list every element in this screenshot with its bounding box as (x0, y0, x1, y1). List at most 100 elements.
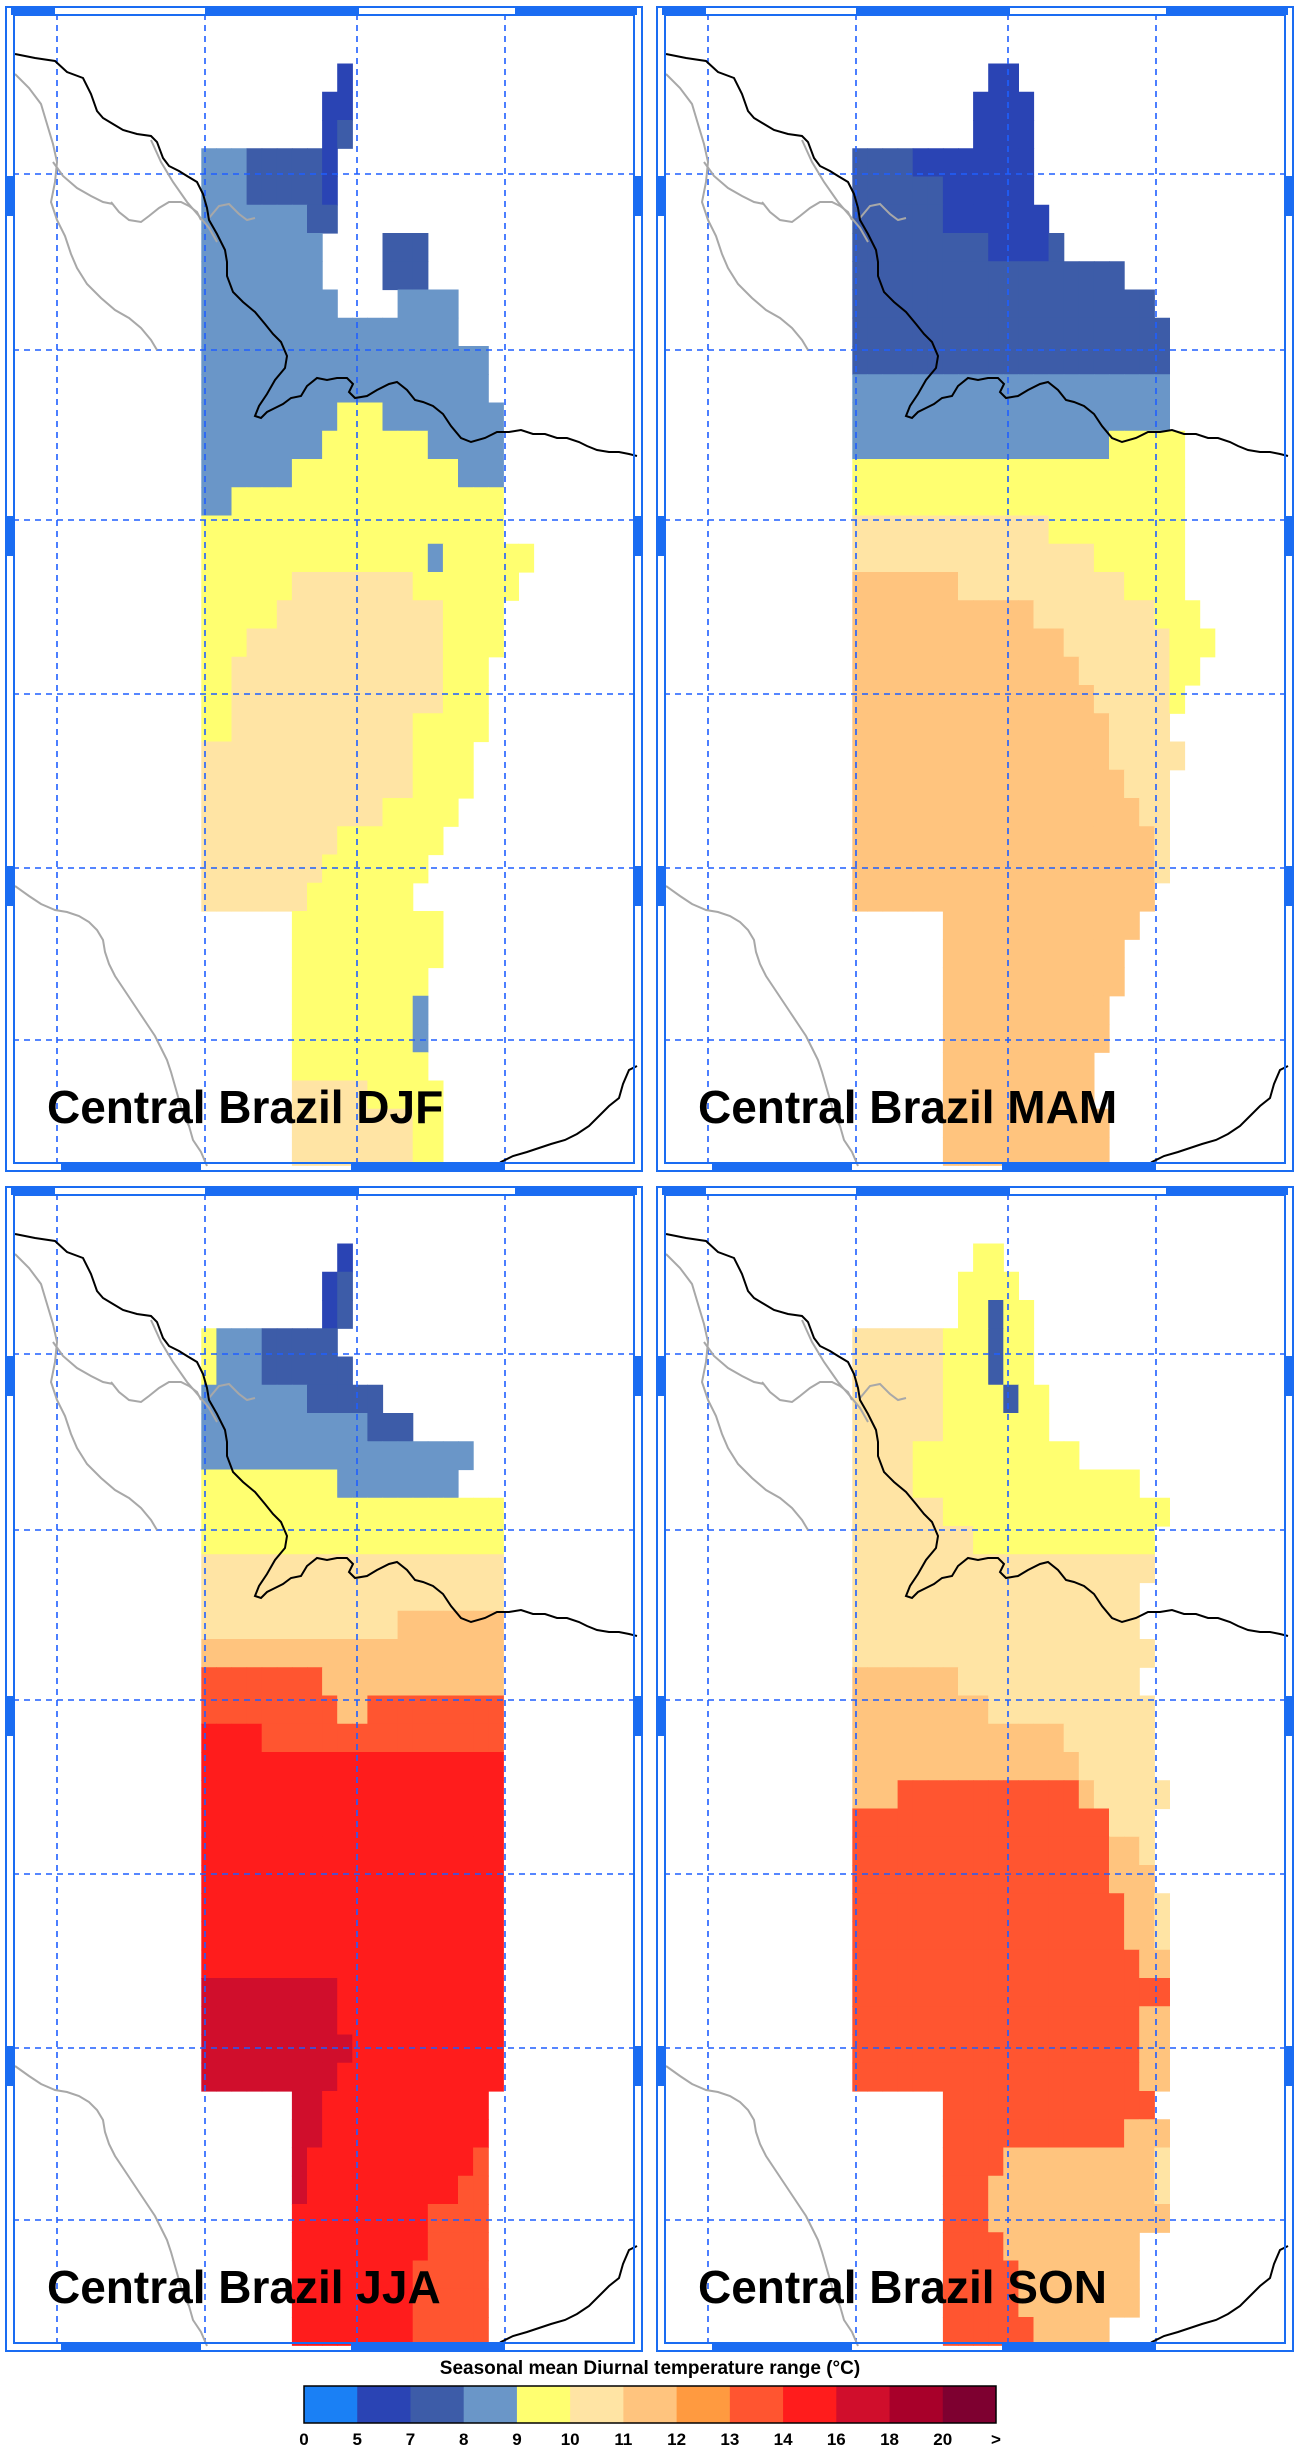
grid-cell (1154, 572, 1170, 601)
grid-cell (1078, 1752, 1095, 1781)
grid-cell (473, 543, 489, 573)
grid-cell (322, 402, 338, 432)
grid-cell (882, 1441, 899, 1471)
grid-cell (337, 346, 353, 375)
grid-cell (246, 1949, 263, 1979)
frame-tick (657, 2046, 665, 2086)
grid-cell (1124, 1610, 1140, 1640)
grid-cell (958, 2317, 974, 2346)
grid-cell (867, 882, 884, 912)
grid-cell (897, 600, 914, 630)
grid-cell (427, 741, 444, 771)
grid-cell (1124, 1752, 1140, 1781)
grid-cell (1018, 1723, 1035, 1753)
grid-cell (367, 317, 384, 347)
grid-cell (1048, 1469, 1065, 1499)
grid-cell (442, 798, 459, 827)
grid-cell (852, 1610, 868, 1640)
grid-cell (942, 1695, 959, 1725)
frame-tick (712, 1163, 852, 1171)
grid-cell (291, 487, 308, 517)
grid-cell (942, 769, 959, 799)
grid-cell (1093, 2260, 1110, 2290)
grid-cell (307, 882, 323, 912)
grid-cell (397, 967, 414, 997)
grid-cell (261, 1978, 278, 2007)
grid-cell (1003, 1667, 1019, 1697)
grid-cell (352, 487, 368, 517)
grid-cell (458, 1639, 474, 1668)
grid-cell (897, 430, 914, 460)
grid-cell (216, 543, 233, 573)
grid-cell (1093, 939, 1110, 969)
grid-cell (1048, 2006, 1065, 2036)
grid-cell (352, 685, 368, 714)
grid-cell (1003, 995, 1019, 1025)
grid-cell (1124, 2034, 1140, 2064)
grid-cell (958, 1808, 974, 1838)
country-border (14, 2065, 208, 2347)
grid-cell (382, 2062, 399, 2092)
grid-cell (261, 233, 278, 262)
grid-cell (1109, 2119, 1125, 2149)
grid-cell (1078, 713, 1095, 743)
frame-tick (1002, 1163, 1156, 1171)
grid-cell (988, 1413, 1004, 1442)
grid-cell (882, 741, 899, 771)
grid-cell (1033, 1384, 1050, 1414)
grid-cell (427, 1469, 444, 1499)
grid-cell (276, 1384, 293, 1414)
grid-cell (458, 1667, 474, 1697)
grid-cell (1109, 1752, 1125, 1781)
grid-cell (367, 487, 384, 517)
grid-cell (988, 402, 1004, 432)
grid-cell (912, 1469, 929, 1499)
grid-cell (988, 967, 1004, 997)
grid-cell (882, 176, 899, 206)
grid-cell (307, 1695, 323, 1725)
grid-cell (1169, 656, 1186, 686)
grid-cell (852, 882, 868, 912)
grid-cell (367, 854, 384, 884)
grid-cell (958, 713, 974, 743)
grid-cell (231, 1865, 248, 1894)
grid-cell (1078, 656, 1095, 686)
grid-cell (488, 543, 504, 573)
grid-cell (201, 854, 217, 884)
grid-cell (201, 600, 217, 630)
grid-cell (973, 798, 989, 827)
grid-cell (1109, 572, 1125, 601)
grid-cell (201, 374, 217, 404)
grid-cell (397, 826, 414, 856)
grid-cell (1018, 854, 1035, 884)
grid-cell (1078, 1526, 1095, 1555)
grid-cell (1063, 2062, 1080, 2092)
grid-cell (397, 2119, 414, 2149)
grid-cell (458, 2204, 474, 2233)
grid-cell (1018, 1137, 1035, 1166)
grid-cell (1003, 769, 1019, 799)
grid-cell (852, 656, 868, 686)
grid-cell (1124, 1526, 1140, 1555)
grid-cell (276, 769, 293, 799)
grid-cell (1139, 2147, 1155, 2177)
grid-cell (231, 487, 248, 517)
grid-cell (246, 1667, 263, 1697)
grid-cell (867, 2006, 884, 2036)
grid-cell (958, 1080, 974, 1110)
grid-cell (442, 2034, 459, 2064)
grid-cell (216, 1639, 233, 1668)
grid-cell (337, 543, 353, 573)
grid-cell (912, 1441, 929, 1471)
grid-cell (397, 317, 414, 347)
grid-cell (988, 2119, 1004, 2149)
grid-cell (322, 1271, 338, 1301)
grid-cell (473, 685, 489, 714)
grid-cell (1109, 1949, 1125, 1979)
frame-tick (662, 1187, 706, 1195)
grid-cell (897, 176, 914, 206)
grid-cell (973, 2204, 989, 2233)
grid-cell (867, 430, 884, 460)
grid-cell (1048, 572, 1065, 601)
grid-cell (897, 1780, 914, 1810)
